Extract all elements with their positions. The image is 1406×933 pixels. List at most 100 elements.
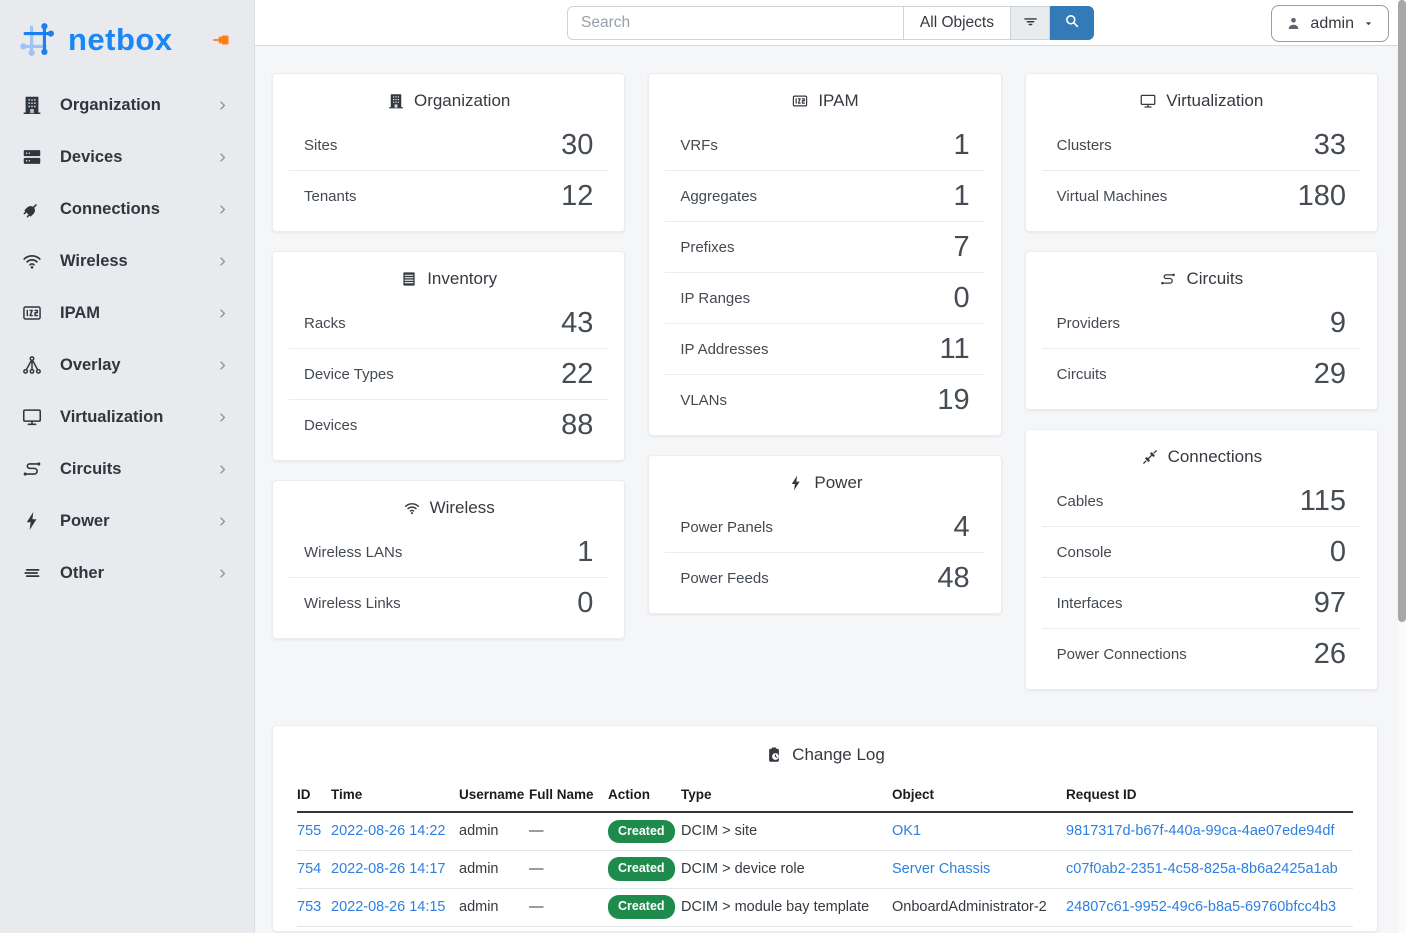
stat-count-link[interactable]: 33 [1313, 128, 1346, 161]
changelog-time-link[interactable]: 2022-08-26 14:22 [331, 823, 446, 840]
changelog-full-name: — [529, 823, 544, 840]
search-input[interactable] [567, 5, 903, 40]
log-column-type: Type [681, 779, 892, 813]
sidebar-item-other[interactable]: Other [0, 547, 254, 599]
changelog-object-link[interactable]: Server Chassis [892, 861, 991, 877]
chevron-right-icon [215, 306, 230, 321]
stat-count-link[interactable]: 0 [1329, 535, 1346, 568]
changelog-username: admin [459, 823, 499, 840]
chevron-right-icon [215, 566, 230, 581]
wifi-icon [403, 499, 421, 517]
card-stat-list: Sites 30 Tenants 12 [273, 120, 624, 231]
chevron-right-icon [215, 462, 230, 477]
sidebar-item-connections[interactable]: Connections [0, 183, 254, 235]
log-column-username: Username [459, 779, 529, 813]
global-search: All Objects [567, 5, 1094, 40]
stat-count-link[interactable]: 43 [561, 306, 594, 339]
changelog-time-link[interactable]: 2022-08-26 14:15 [331, 899, 446, 915]
stat-count-link[interactable]: 12 [561, 179, 594, 212]
sidebar-pin-button[interactable] [210, 29, 232, 51]
sidebar-item-virtualization[interactable]: Virtualization [0, 391, 254, 443]
card-stat-list: Cables 115 Console 0 Interfaces 97 Power Conne… [1026, 476, 1377, 689]
sidebar-item-overlay[interactable]: Overlay [0, 339, 254, 391]
card-title-text: Circuits [1186, 269, 1244, 288]
sidebar-item-wireless[interactable]: Wireless [0, 235, 254, 287]
scrollbar-thumb[interactable] [1398, 0, 1406, 622]
user-menu-button[interactable]: admin [1271, 5, 1389, 42]
row-divider [665, 323, 985, 324]
sidebar-header: netbox [0, 0, 254, 79]
changelog-header-row: ID Time Username Full Name Action Type Object R… [297, 779, 1353, 813]
card-title-text: Wireless [429, 498, 495, 517]
bolt-icon [787, 474, 805, 492]
stat-label: Prefixes [680, 238, 735, 256]
sidebar-item-label: IPAM [60, 303, 101, 322]
changelog-time-link[interactable]: 2022-08-26 14:17 [331, 861, 446, 877]
card-wireless: Wireless Wireless LANs 1 Wireless Links 0 [272, 480, 626, 639]
changelog-id-link[interactable]: 755 [297, 823, 322, 840]
search-filter-button[interactable] [1011, 5, 1050, 40]
card-title-text: Connections [1167, 447, 1263, 466]
stat-count-link[interactable]: 88 [561, 408, 594, 441]
sidebar-item-label: Connections [60, 199, 160, 218]
sidebar-item-organization[interactable]: Organization [0, 79, 254, 131]
stat-count-link[interactable]: 48 [937, 561, 970, 594]
clipboard-clock-icon [765, 746, 783, 764]
dashboard-card-grid: Organization Sites 30 Tenants 12 Inventory Rac… [272, 73, 1378, 690]
changelog-full-name: — [529, 899, 544, 915]
stat-count-link[interactable]: 22 [561, 357, 594, 390]
stat-count-link[interactable]: 30 [561, 128, 594, 161]
row-divider [665, 552, 985, 553]
row-divider [289, 577, 609, 578]
stat-label: Aggregates [680, 187, 758, 205]
sidebar-item-circuits[interactable]: Circuits [0, 443, 254, 495]
stat-label: Tenants [304, 187, 357, 205]
chevron-right-icon [215, 410, 230, 425]
changelog-object-link[interactable]: OK1 [892, 823, 922, 840]
netbox-logo[interactable]: netbox [16, 18, 173, 62]
sidebar-item-label: Virtualization [60, 407, 164, 426]
changelog-id-link[interactable]: 754 [297, 861, 322, 877]
card-organization: Organization Sites 30 Tenants 12 [272, 73, 626, 232]
stat-count-link[interactable]: 1 [953, 179, 970, 212]
stat-count-link[interactable]: 9 [1329, 306, 1346, 339]
card-column: IPAM VRFs 1 Aggregates 1 Prefixes 7 IP Ranges 0 I… [648, 73, 1002, 614]
changelog-title: Change Log [297, 743, 1353, 779]
stat-count-link[interactable]: 0 [953, 281, 970, 314]
stat-count-link[interactable]: 7 [953, 230, 970, 263]
chevron-right-icon [215, 202, 230, 217]
stat-label: Console [1056, 543, 1112, 561]
sidebar-item-power[interactable]: Power [0, 495, 254, 547]
stat-count-link[interactable]: 26 [1313, 637, 1346, 670]
card-ipam: IPAM VRFs 1 Aggregates 1 Prefixes 7 IP Ranges 0 I… [648, 73, 1002, 436]
stat-count-link[interactable]: 4 [953, 510, 970, 543]
stat-count-link[interactable]: 29 [1313, 357, 1346, 390]
stat-count-link[interactable]: 19 [937, 383, 970, 416]
stat-count-link[interactable]: 180 [1297, 179, 1346, 212]
stat-count-link[interactable]: 97 [1313, 586, 1346, 619]
stat-count-link[interactable]: 1 [953, 128, 970, 161]
stat-row-racks: Racks 43 [273, 298, 624, 348]
search-scope-button[interactable]: All Objects [902, 5, 1011, 40]
search-submit-button[interactable] [1050, 5, 1094, 40]
stat-count-link[interactable]: 1 [577, 535, 594, 568]
sidebar-item-devices[interactable]: Devices [0, 131, 254, 183]
changelog-type: DCIM > module bay template [681, 899, 870, 915]
card-stat-list: Wireless LANs 1 Wireless Links 0 [273, 527, 624, 638]
changelog-id-link[interactable]: 753 [297, 899, 322, 915]
changelog-request-id-link[interactable]: c07f0ab2-2351-4c58-825a-8b6a2425a1ab [1066, 861, 1338, 877]
changelog-request-id-link[interactable]: 9817317d-b67f-440a-99ca-4ae07ede94df [1066, 823, 1335, 840]
sidebar-menu: Organization Devices Connections Wireless IP… [0, 79, 254, 599]
action-badge: Created [608, 857, 675, 881]
row-divider [289, 348, 609, 349]
stat-count-link[interactable]: 11 [939, 332, 970, 365]
log-column-object: Object [892, 779, 1066, 813]
card-title: Connections [1026, 430, 1377, 476]
sidebar-item-ipam[interactable]: IPAM [0, 287, 254, 339]
stat-count-link[interactable]: 0 [577, 586, 594, 619]
changelog-request-id-link[interactable]: 24807c61-9952-49c6-b8a5-69760bfcc4b3 [1066, 899, 1337, 915]
stat-label: Cables [1056, 492, 1104, 510]
netbox-logo-icon [16, 18, 60, 62]
changelog-row: 754 2022-08-26 14:17 admin — Created DCIM > d… [297, 850, 1353, 889]
stat-count-link[interactable]: 115 [1299, 484, 1346, 517]
